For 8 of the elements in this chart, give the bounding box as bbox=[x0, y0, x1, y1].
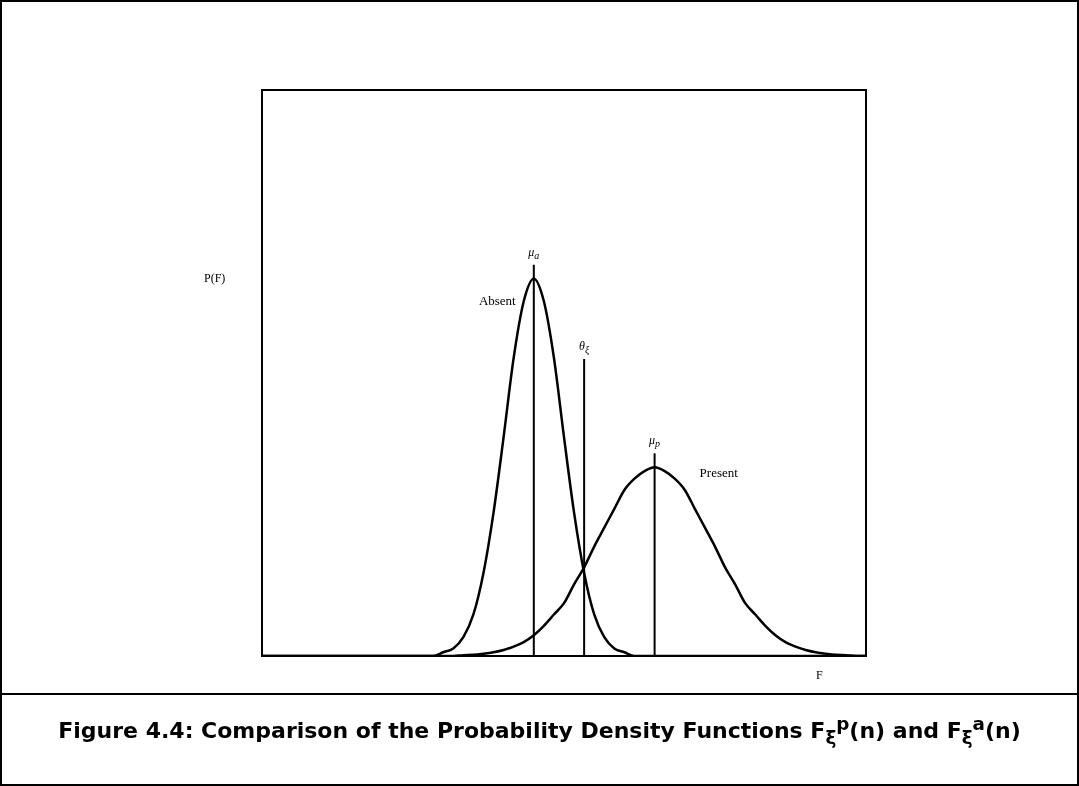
annotation: θ$_{ξ}$ bbox=[579, 339, 590, 356]
x-axis-title: F bbox=[816, 668, 823, 683]
series-label: Present bbox=[699, 465, 738, 482]
annotation: μ$_{p}$ bbox=[649, 433, 661, 450]
caption: Figure 4.4: Comparison of the Probability Density Functions F$_{ξ}$$^{p}$(n) and F$_{ξ}$$^{a}$(n) bbox=[2, 693, 1077, 748]
y-axis-title: P(F) bbox=[204, 270, 226, 286]
text: μ$_{a}$ bbox=[528, 244, 540, 262]
series-label: Absent bbox=[478, 293, 516, 310]
